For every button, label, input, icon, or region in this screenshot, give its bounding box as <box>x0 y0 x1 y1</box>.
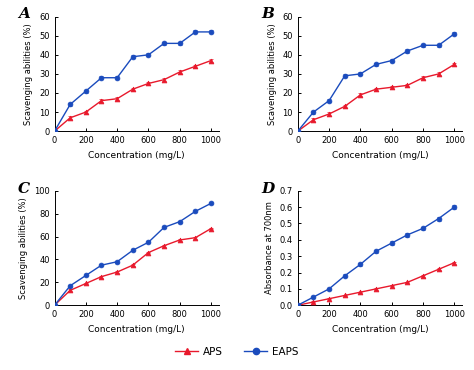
Text: C: C <box>18 182 30 196</box>
Legend: APS, EAPS: APS, EAPS <box>171 343 303 361</box>
Y-axis label: Scavenging abilities (%): Scavenging abilities (%) <box>268 23 277 125</box>
X-axis label: Concentration (mg/L): Concentration (mg/L) <box>88 151 185 159</box>
Text: D: D <box>262 182 275 196</box>
Y-axis label: Scavenging abilities (%): Scavenging abilities (%) <box>25 23 34 125</box>
X-axis label: Concentration (mg/L): Concentration (mg/L) <box>88 324 185 334</box>
Y-axis label: Scavenging abilities (%): Scavenging abilities (%) <box>19 197 28 299</box>
Text: A: A <box>18 7 30 21</box>
Y-axis label: Absorbance at 700nm: Absorbance at 700nm <box>265 202 274 295</box>
Text: B: B <box>262 7 274 21</box>
X-axis label: Concentration (mg/L): Concentration (mg/L) <box>332 151 428 159</box>
X-axis label: Concentration (mg/L): Concentration (mg/L) <box>332 324 428 334</box>
